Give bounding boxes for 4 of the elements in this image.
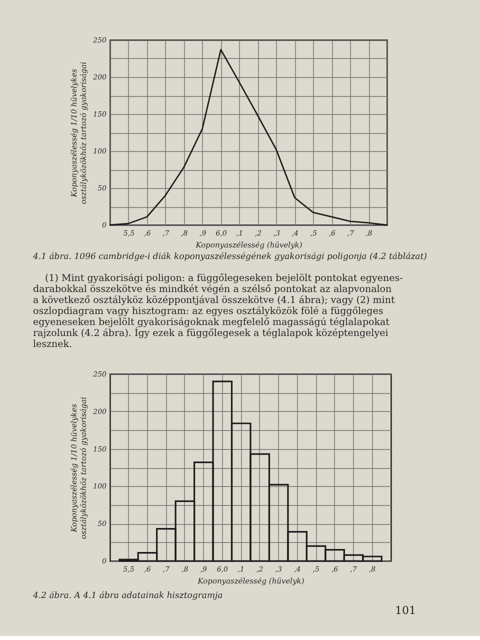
- text: (1) Mint gyakorisági poligon: a függőlegeseken bejelölt pontokat egyenes- darabokkal összekötve és mindkét végén a szélső pontokat az alapvonalon a következő osztályköz középpontjával összekötve (4.1 ábra); vagy (2) mint oszlopdiagram vagy hisztogram: az egyes osztályközök fölé a függőleges egyeneseken bejelölt gyakoriságoknak megfelelő magasságú téglalapokat rajzolunk (4.2 ábra). Így ezek a függőlegesek a téglalapok középtengelyei lesznek.: [33, 273, 403, 350]
- text: 4.2 ábra. A 4.1 ábra adatainak hisztogramja: [32, 591, 223, 601]
- text: 4.1 ábra. 1096 cambridge-i diák koponyaszélességének gyakorisági poligonja (4.2 táblázat): [32, 252, 427, 262]
- text: 101: [395, 604, 416, 617]
